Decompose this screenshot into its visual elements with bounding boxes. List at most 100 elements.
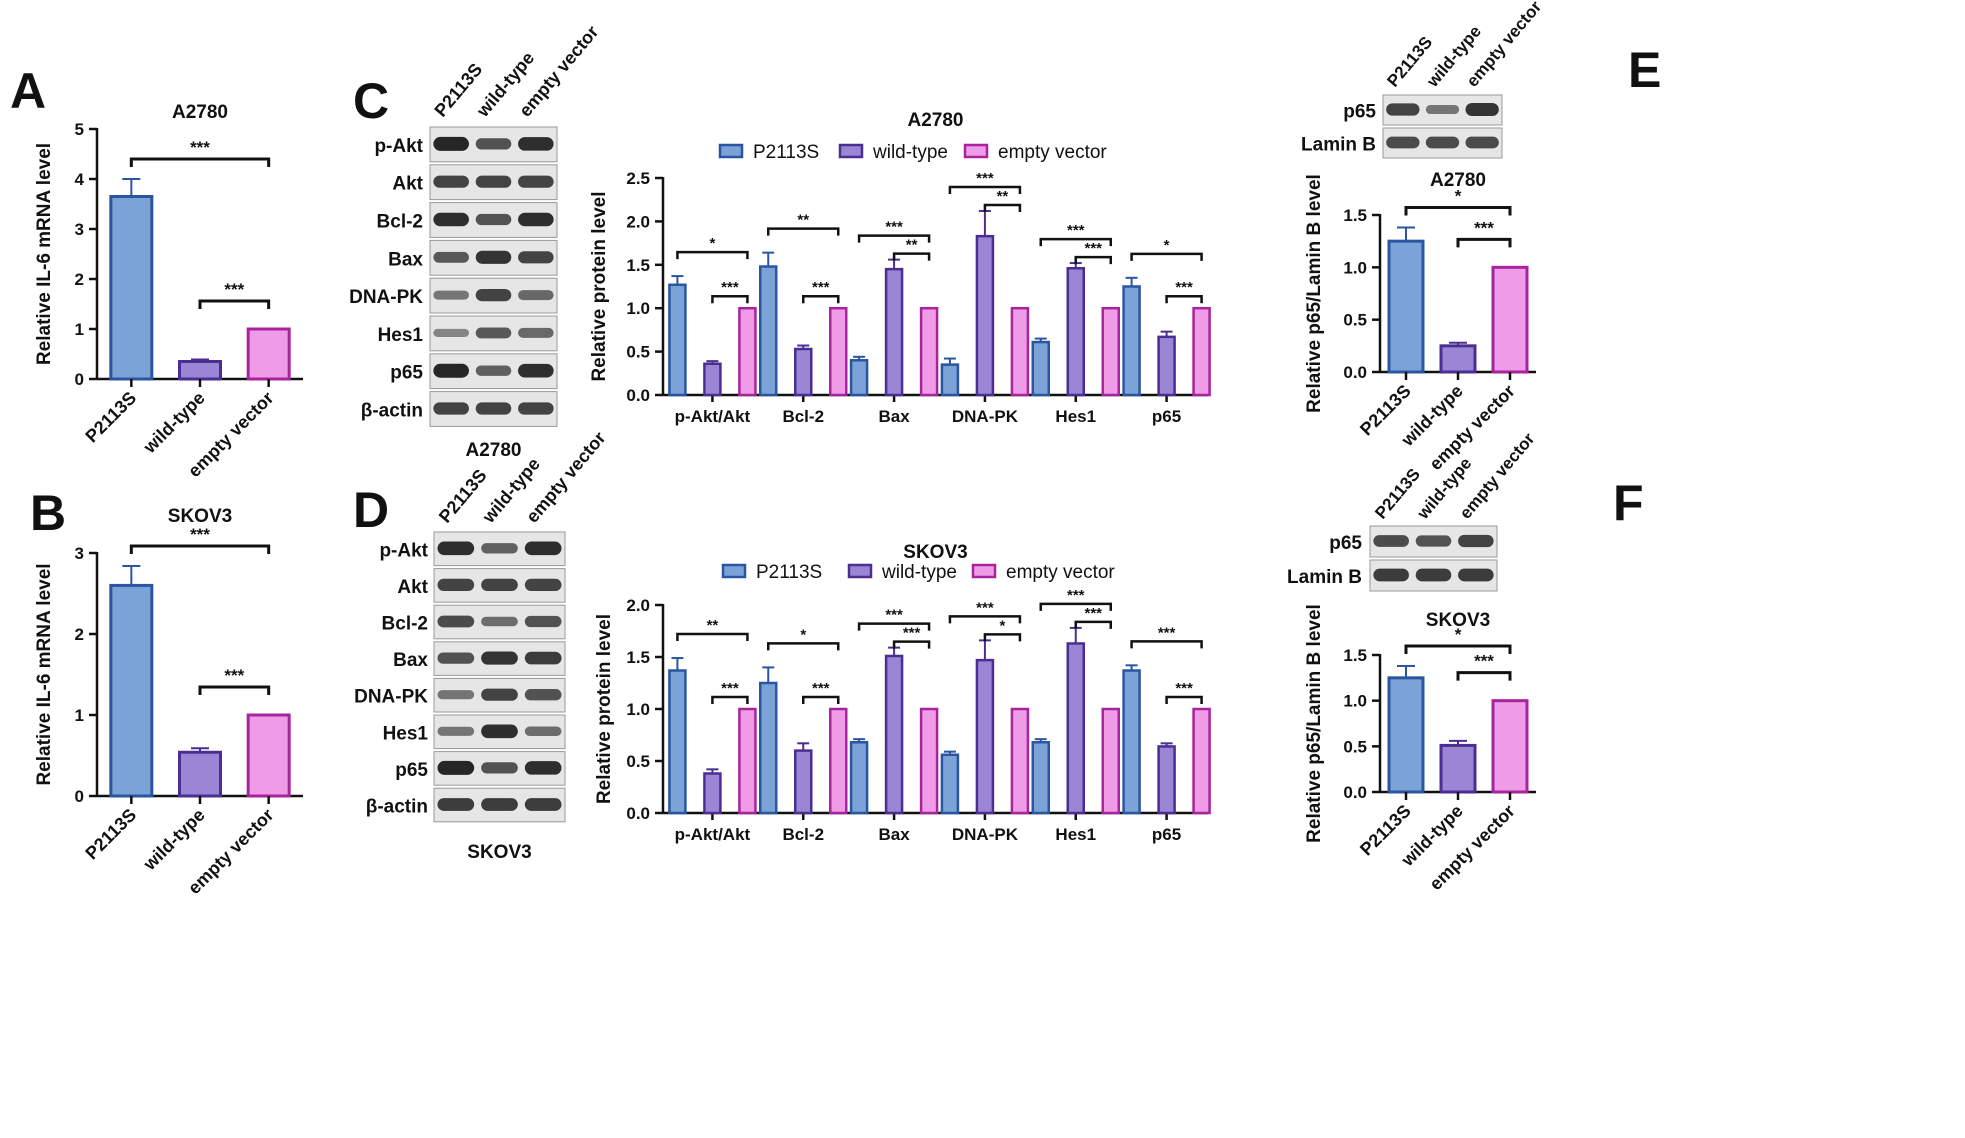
bar-P2113S: [1031, 340, 1050, 397]
x-tick-label: DNA-PK: [952, 825, 1019, 844]
bar-wild-type: [178, 750, 222, 798]
blot-band: [437, 615, 475, 628]
blot-band: [524, 689, 562, 701]
significance-bracket: [1039, 237, 1112, 247]
x-tick-label: wild-type: [139, 805, 209, 875]
chart-d-protein-skov3: SKOV3 Relative protein level 0.0 0.5 1.0 1.5 2…: [594, 542, 1211, 844]
y-tick-label: 0.0: [626, 386, 650, 405]
legend-swatch: [963, 143, 989, 159]
blot-row-label: Bax: [388, 249, 423, 270]
blot-band: [524, 578, 562, 591]
blot-row-label: Akt: [397, 577, 428, 598]
legend-swatch: [718, 143, 744, 159]
legend-label: wild-type: [872, 142, 948, 163]
blot-band: [1373, 535, 1409, 547]
panel-letter-f: F: [1613, 475, 1644, 531]
significance-bracket: [1456, 237, 1512, 248]
blot-band: [1458, 534, 1494, 548]
chart-title: A2780: [908, 110, 964, 131]
blot-band: [518, 212, 554, 227]
bar-wild-type: [794, 749, 813, 815]
bar-empty-vector: [1101, 707, 1120, 815]
significance-label: ***: [1175, 279, 1193, 296]
y-tick-label: 5: [75, 120, 84, 139]
blot-row-label: β-actin: [366, 797, 428, 818]
significance-label: ***: [1158, 624, 1176, 641]
significance-label: ***: [1084, 605, 1102, 622]
blot-band: [518, 290, 554, 301]
panel-letter-a: A: [10, 63, 46, 119]
y-tick-label: 1.0: [1343, 692, 1367, 711]
blot-band: [475, 138, 512, 150]
significance-bracket: [1404, 206, 1512, 216]
blot-band: [437, 760, 475, 775]
significance-label: **: [997, 188, 1009, 205]
blot-band: [475, 175, 512, 188]
significance-bracket: [676, 632, 749, 642]
blot-band: [433, 290, 469, 300]
chart-title: SKOV3: [1426, 610, 1490, 631]
blot-row-label: Bax: [393, 650, 428, 671]
significance-bracket: [892, 640, 931, 649]
y-tick-label: 1.0: [626, 700, 650, 719]
y-tick-label: 0: [75, 787, 84, 806]
significance-label: ***: [224, 280, 244, 299]
bar-wild-type: [1439, 743, 1477, 794]
x-tick-label: P2113S: [81, 388, 140, 447]
bar-wild-type: [884, 267, 904, 397]
y-tick-label: 4: [75, 170, 85, 189]
blot-row-label: p65: [390, 363, 423, 384]
bar-wild-type: [703, 362, 722, 397]
y-axis-label: Relative protein level: [594, 614, 615, 804]
significance-bracket: [767, 642, 840, 651]
significance-bracket: [802, 695, 840, 704]
bar-empty-vector: [738, 306, 757, 397]
significance-label: *: [1455, 625, 1462, 644]
significance-bracket: [948, 615, 1022, 624]
blot-row-label: p65: [395, 760, 428, 781]
x-tick-label: wild-type: [139, 388, 209, 458]
significance-bracket: [857, 234, 931, 243]
significance-label: *: [1455, 187, 1462, 206]
blot-band: [437, 578, 475, 591]
chart-b-il6-skov3: SKOV3 Relative IL-6 mRNA level 0 1 2 3 P2113S w…: [34, 506, 303, 898]
blot-band: [433, 136, 469, 151]
bar-empty-vector: [919, 306, 939, 397]
bar-empty-vector: [829, 306, 848, 397]
y-tick-label: 0.5: [1343, 311, 1367, 330]
bar-P2113S: [759, 265, 778, 397]
blot-band: [433, 328, 469, 337]
chart-c-protein-a2780: A2780 Relative protein level 0.0 0.5 1.0 1.5 2…: [589, 110, 1211, 426]
legend-label: P2113S: [753, 142, 819, 163]
blot-row-label: Lamin B: [1287, 567, 1362, 588]
y-tick-label: 0.5: [1343, 737, 1367, 756]
blot-row-label: Bcl-2: [377, 212, 423, 233]
x-tick-label: Bcl-2: [782, 407, 824, 426]
bar-P2113S: [1122, 285, 1141, 397]
blot-band: [475, 250, 512, 264]
significance-label: ***: [1084, 240, 1102, 257]
bar-wild-type: [178, 360, 222, 381]
significance-bracket: [1039, 602, 1112, 611]
blot-band: [518, 327, 554, 338]
blot-band: [524, 761, 562, 775]
blot-band: [475, 289, 512, 302]
significance-label: ***: [976, 170, 994, 187]
blot-band: [481, 762, 518, 774]
y-tick-label: 2: [75, 625, 84, 644]
bar-empty-vector: [246, 713, 291, 798]
significance-label: **: [707, 617, 719, 634]
bar-P2113S: [940, 753, 960, 815]
chart-e-p65-a2780: A2780 Relative p65/Lamin B level 0.0 0.5 1.0…: [1304, 170, 1536, 474]
significance-bracket: [1074, 255, 1112, 265]
y-tick-label: 1.0: [1343, 258, 1367, 277]
lane-label: empty vector: [522, 428, 609, 527]
lane-label: P2113S: [1371, 465, 1424, 523]
blot-band: [475, 213, 512, 226]
blot-band: [1373, 568, 1409, 582]
significance-label: ***: [1474, 218, 1494, 237]
y-tick-label: 1: [75, 706, 84, 725]
bar-P2113S: [109, 195, 154, 381]
blot-band: [1465, 136, 1499, 149]
